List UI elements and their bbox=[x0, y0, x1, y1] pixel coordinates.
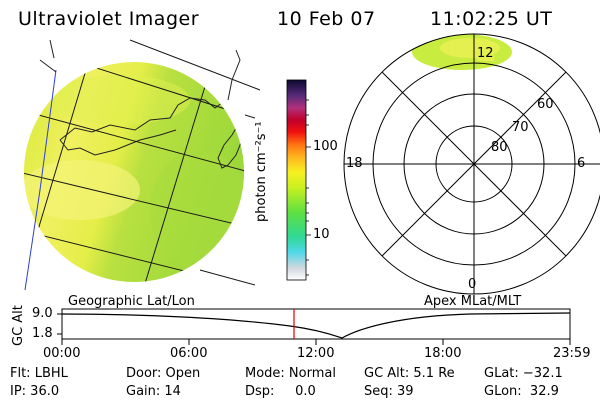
mlat-80-label: 80 bbox=[491, 140, 508, 155]
polar-caption: Apex MLat/MLT bbox=[424, 294, 522, 309]
mlat-60-label: 60 bbox=[537, 97, 554, 112]
x-tick-1200: 12:00 bbox=[297, 346, 335, 361]
status-gain: Gain: 14 bbox=[126, 384, 181, 399]
x-tick-1800: 18:00 bbox=[424, 346, 462, 361]
status-mode: Mode: Normal bbox=[245, 366, 336, 381]
status-glat: GLat: −32.1 bbox=[484, 366, 563, 381]
colorbar-unit-label: photon cm⁻²s⁻¹ bbox=[254, 121, 269, 222]
mlt-12-label: 12 bbox=[477, 46, 494, 61]
altitude-y-top: 9.0 bbox=[32, 306, 53, 321]
status-door: Door: Open bbox=[126, 366, 201, 381]
x-tick-2359: 23:59 bbox=[553, 346, 591, 361]
x-tick-0000: 00:00 bbox=[43, 346, 81, 361]
mlat-70-label: 70 bbox=[512, 120, 529, 135]
status-glon: GLon: 32.9 bbox=[484, 384, 559, 399]
colorbar-tick-100: 100 bbox=[313, 139, 338, 154]
geo-caption: Geographic Lat/Lon bbox=[68, 294, 195, 309]
image-date: 10 Feb 07 bbox=[277, 8, 376, 30]
polar-plot bbox=[343, 33, 600, 295]
colorbar-tick-10: 10 bbox=[313, 227, 330, 242]
mlt-18-label: 18 bbox=[346, 156, 363, 171]
image-time: 11:02:25 UT bbox=[430, 8, 553, 30]
status-seq: Seq: 39 bbox=[364, 384, 414, 399]
status-ip: IP: 36.0 bbox=[10, 384, 60, 399]
status-dsp: Dsp: 0.0 bbox=[245, 384, 316, 399]
mlt-6-label: 6 bbox=[577, 156, 586, 171]
altitude-y-bottom: 1.8 bbox=[32, 326, 53, 341]
mlt-0-label: 0 bbox=[468, 277, 477, 292]
status-filter: Flt: LBHL bbox=[10, 366, 68, 381]
altitude-plot bbox=[57, 308, 571, 345]
x-tick-0600: 06:00 bbox=[170, 346, 208, 361]
altitude-ylabel: GC Alt bbox=[11, 305, 26, 346]
app-title: Ultraviolet Imager bbox=[18, 8, 200, 30]
altitude-curve bbox=[61, 312, 571, 339]
uv-earth-image bbox=[24, 39, 261, 291]
status-gc-alt: GC Alt: 5.1 Re bbox=[364, 366, 455, 381]
colorbar bbox=[286, 79, 311, 281]
